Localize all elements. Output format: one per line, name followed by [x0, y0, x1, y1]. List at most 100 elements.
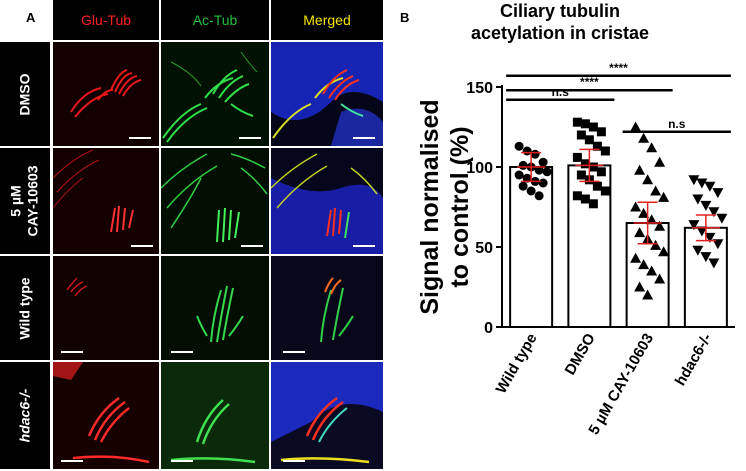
- data-point: [638, 259, 650, 270]
- data-point: [692, 245, 704, 256]
- data-point: [654, 273, 666, 284]
- data-point: [646, 265, 658, 276]
- micrograph-wt-ac-tub: [161, 256, 269, 360]
- micrograph-hdac6-merged: [271, 362, 383, 469]
- micrograph-cay-glu-tub: [53, 148, 159, 254]
- row-label-dmso: DMSO: [0, 42, 50, 146]
- micrograph-hdac6-glu-tub: [53, 362, 159, 469]
- data-point: [542, 167, 552, 177]
- data-point: [576, 170, 586, 180]
- data-point: [522, 173, 532, 183]
- data-point: [704, 232, 716, 243]
- data-point: [646, 214, 658, 225]
- panel-b-chart: B Ciliary tubulin acetylation in cristae S…: [390, 0, 746, 471]
- data-point: [650, 185, 662, 196]
- data-point: [538, 157, 548, 167]
- data-point: [572, 117, 582, 127]
- micrograph-cay-merged: [271, 148, 383, 254]
- column-header-label: Merged: [303, 12, 351, 28]
- row-label-text-2: CAY-10603: [25, 165, 41, 237]
- y-axis-label-line: to control (%): [446, 126, 474, 287]
- chart-title: Ciliary tubulin: [500, 1, 620, 21]
- data-point: [592, 181, 602, 191]
- panel-a-micrographs: A Glu-Tub Ac-Tub Merged DMSO 5 µM CAY-106…: [0, 0, 383, 469]
- data-point: [630, 252, 642, 263]
- data-point: [572, 152, 582, 162]
- data-point: [712, 239, 724, 250]
- data-point: [518, 181, 528, 191]
- significance-label: ****: [609, 61, 628, 75]
- row-label-cay: 5 µM CAY-10603: [0, 148, 50, 254]
- column-header-glu-tub: Glu-Tub: [53, 0, 159, 40]
- y-axis-label-line: Signal normalised: [416, 99, 444, 314]
- data-point: [654, 156, 666, 167]
- data-point: [634, 281, 646, 292]
- y-axis-label: Signal normalised to control (%): [416, 99, 474, 314]
- micrograph-wt-merged: [271, 256, 383, 360]
- y-tick-label: 100: [466, 160, 493, 177]
- data-point: [650, 239, 662, 250]
- data-point: [526, 186, 536, 196]
- data-point: [688, 220, 700, 231]
- row-label-hdac6: hdac6-/-: [0, 362, 50, 469]
- data-point: [518, 160, 528, 170]
- data-point: [630, 201, 642, 212]
- data-point: [584, 135, 594, 145]
- data-point: [658, 246, 670, 257]
- y-tick-label: 0: [484, 320, 493, 337]
- data-point: [522, 146, 532, 156]
- micrograph-dmso-merged: [271, 42, 383, 146]
- data-point: [712, 188, 724, 199]
- column-header-label: Ac-Tub: [192, 12, 238, 28]
- data-point: [630, 121, 642, 132]
- panel-a-letter: A: [26, 10, 36, 25]
- data-point: [716, 213, 728, 224]
- y-tick-label: 50: [475, 240, 493, 257]
- column-header-ac-tub: Ac-Tub: [161, 0, 269, 40]
- column-header-label: Glu-Tub: [80, 12, 132, 28]
- data-point: [708, 207, 720, 218]
- data-point: [700, 200, 712, 211]
- data-point: [514, 170, 524, 180]
- data-point: [700, 252, 712, 263]
- data-point: [634, 164, 646, 175]
- data-point: [580, 159, 590, 169]
- row-label-text: Wild type: [16, 276, 33, 340]
- data-point: [634, 227, 646, 238]
- column-header-merged: Merged: [271, 0, 383, 40]
- row-label-text: hdac6-/-: [16, 388, 33, 443]
- data-point: [534, 165, 544, 175]
- data-point: [596, 167, 606, 177]
- data-point: [654, 220, 666, 231]
- data-point: [646, 142, 658, 153]
- data-point: [514, 141, 524, 151]
- x-tick-label: hdac6-/-: [672, 331, 715, 389]
- data-point: [580, 194, 590, 204]
- micrograph-cay-ac-tub: [161, 148, 269, 254]
- data-point: [696, 226, 708, 237]
- data-point: [696, 178, 708, 189]
- data-point: [592, 141, 602, 151]
- micrograph-hdac6-ac-tub: [161, 362, 269, 469]
- data-point: [638, 207, 650, 218]
- data-point: [588, 122, 598, 132]
- micrograph-dmso-ac-tub: [161, 42, 269, 146]
- data-point: [708, 258, 720, 269]
- significance-label: n.s: [668, 117, 686, 131]
- data-point: [534, 191, 544, 201]
- micrograph-wt-glu-tub: [53, 256, 159, 360]
- x-tick-label: Wild type: [493, 331, 541, 397]
- data-point: [600, 186, 610, 196]
- row-label-wild-type: Wild type: [0, 256, 50, 360]
- data-point: [658, 191, 670, 202]
- chart-title: acetylation in cristae: [471, 23, 649, 43]
- x-tick-label: DMSO: [562, 330, 599, 378]
- significance-label: n.s: [552, 85, 570, 99]
- data-point: [704, 181, 716, 192]
- micrograph-dmso-glu-tub: [53, 42, 159, 146]
- data-point: [642, 289, 654, 300]
- panel-b-letter: B: [400, 10, 410, 25]
- data-point: [692, 194, 704, 205]
- data-point: [576, 130, 586, 140]
